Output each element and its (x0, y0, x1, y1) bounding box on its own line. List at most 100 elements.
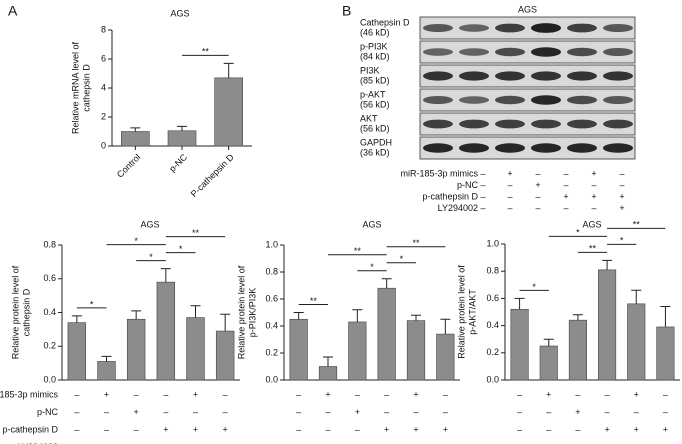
treatment-sign: – (517, 442, 522, 444)
protein-name: PI3K (360, 65, 380, 75)
bar (318, 366, 338, 381)
blot-strip (419, 112, 636, 136)
treatment-sign: – (355, 389, 360, 399)
blot-band (603, 96, 633, 104)
error-bar (602, 259, 613, 270)
treatment-sign: – (443, 407, 448, 417)
y-tick-label: 0.6 (486, 293, 499, 303)
treatment-name: p-cathepsin D (2, 424, 58, 434)
blot-band (459, 48, 489, 56)
protein-name: p-PI3K (360, 41, 388, 51)
blot-band (603, 71, 633, 81)
treatment-name: miR-185-3p mimics (400, 168, 478, 178)
bar (186, 317, 205, 381)
blot-band (603, 24, 633, 32)
protein-size: (56 kD) (360, 123, 390, 133)
blot-band (531, 47, 561, 57)
bar (348, 321, 367, 381)
panel-label: A (8, 3, 18, 19)
treatment-sign: + (104, 389, 109, 399)
error-bar (223, 62, 234, 78)
error-bar (440, 318, 451, 335)
blot-band (567, 23, 597, 33)
treatment-sign: – (480, 191, 485, 201)
treatment-sign: – (535, 191, 540, 201)
significance-label: * (576, 228, 580, 238)
y-axis-label: p-PI3K/PI3K (247, 288, 257, 338)
treatment-sign: – (134, 442, 139, 444)
bar (215, 330, 235, 381)
bar (67, 322, 87, 381)
significance-label: * (134, 236, 138, 246)
bar (97, 361, 116, 381)
y-tick-label: 4 (101, 82, 106, 92)
error-bar (160, 268, 171, 283)
blot-band (423, 143, 453, 153)
blot-band (459, 24, 489, 32)
chart-title: AGS (582, 219, 601, 229)
treatment-sign: – (634, 442, 639, 444)
y-axis-label: cathepsin D (21, 288, 31, 336)
treatment-sign: – (163, 389, 168, 399)
significance-label: ** (354, 246, 362, 256)
treatment-sign: + (634, 389, 639, 399)
treatment-sign: – (134, 424, 139, 434)
protein-size: (85 kD) (360, 75, 390, 85)
bar (539, 345, 558, 381)
bar (167, 130, 197, 147)
treatment-sign: + (619, 203, 624, 213)
treatment-sign: – (355, 442, 360, 444)
treatment-name: miR-185-3p mimics (0, 389, 58, 399)
error-bar (514, 297, 525, 310)
treatment-sign: – (74, 442, 79, 444)
significance-label: * (532, 282, 536, 292)
y-axis-label: Relative protein level of (10, 265, 20, 359)
protein-name: Cathepsin D (360, 17, 410, 27)
treatment-sign: + (355, 407, 360, 417)
significance-label: * (90, 299, 94, 309)
treatment-sign: + (413, 424, 418, 434)
significance-label: ** (633, 220, 641, 230)
treatment-sign: – (355, 424, 360, 434)
y-tick-label: 0.8 (486, 266, 499, 276)
treatment-sign: – (296, 424, 301, 434)
y-tick-label: 0.4 (486, 320, 499, 330)
y-tick-label: 1.0 (486, 238, 499, 248)
error-bar (411, 314, 421, 321)
blot-band (495, 23, 525, 33)
y-axis-label: Relative protein level of (236, 265, 246, 359)
y-tick-label: 8 (101, 24, 106, 34)
treatment-sign: + (546, 389, 551, 399)
bar (214, 77, 243, 147)
treatment-sign: + (575, 407, 580, 417)
blot-band (423, 71, 453, 81)
treatment-sign: – (663, 407, 668, 417)
bar (627, 303, 646, 381)
significance-label: ** (589, 244, 597, 254)
treatment-name: p-cathepsin D (422, 191, 478, 201)
y-axis-label: cathepsin D (81, 64, 91, 112)
blot-band (531, 143, 561, 153)
bar (656, 326, 675, 381)
y-axis-label: p-AKT/AKT (467, 289, 477, 335)
x-tick-label: p-NC (167, 152, 189, 174)
treatment-sign: – (480, 180, 485, 190)
blot-strip (419, 16, 636, 40)
treatment-sign: – (507, 203, 512, 213)
significance-label: * (370, 262, 374, 272)
blot-band (495, 143, 525, 153)
protein-name: p-AKT (360, 89, 386, 99)
treatment-sign: – (546, 442, 551, 444)
y-tick-label: 0.6 (43, 273, 56, 283)
chart-title: AGS (170, 8, 189, 18)
treatment-sign: – (517, 389, 522, 399)
treatment-sign: + (384, 424, 389, 434)
significance-label: * (149, 252, 153, 262)
y-tick-label: 0.8 (265, 266, 278, 276)
treatment-name: p-NC (457, 180, 479, 190)
significance-label: * (620, 236, 624, 246)
significance-label: ** (310, 296, 318, 306)
blot-band (567, 143, 597, 153)
chart-title: AGS (362, 219, 381, 229)
treatment-sign: – (605, 389, 610, 399)
